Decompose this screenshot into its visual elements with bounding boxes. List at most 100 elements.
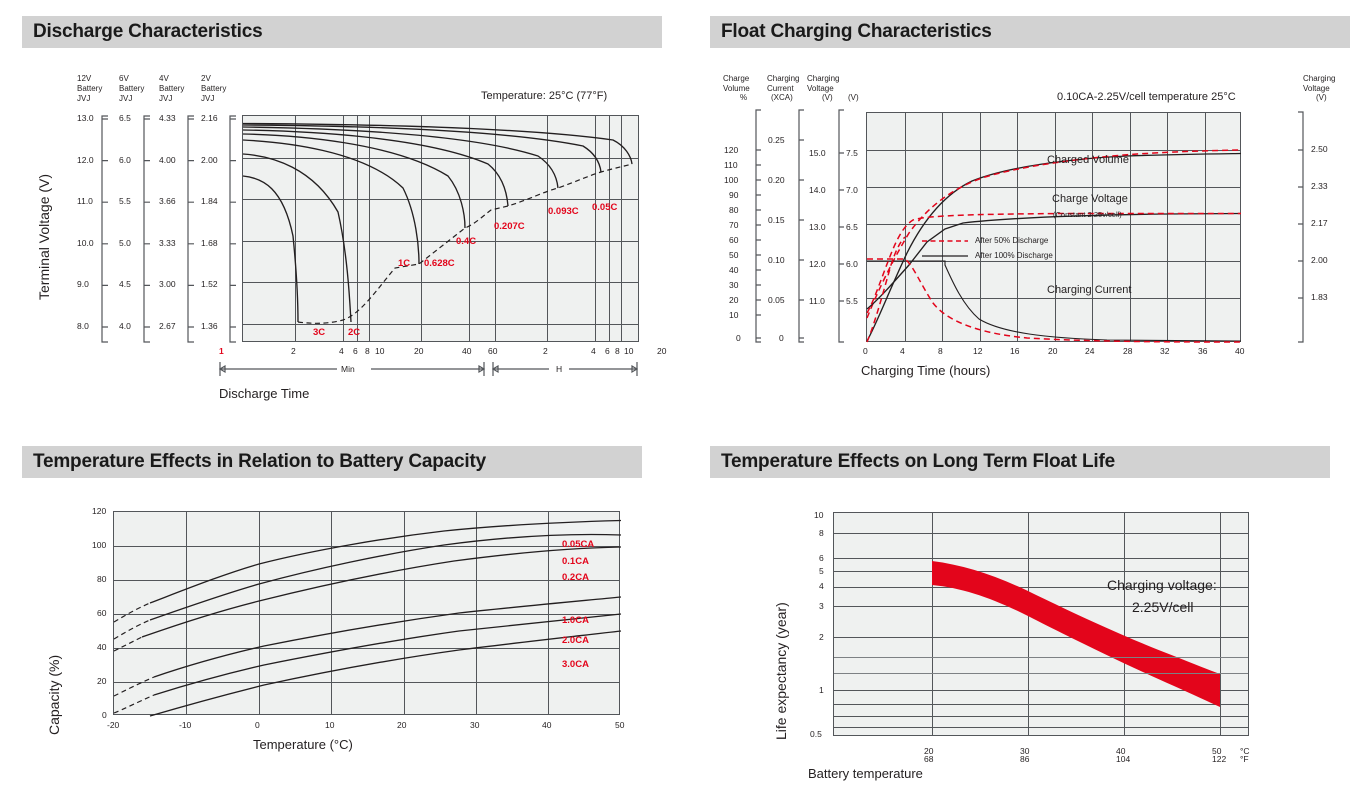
tick-cv-90: 90 [729,190,739,200]
xtick-dis-13: 10 [624,346,634,356]
series-label-01ca: 0.1CA [562,556,589,567]
tick-v2-75: 7.5 [846,148,858,158]
gridline-v [548,512,550,714]
tick-6v-5: 4.0 [119,321,131,331]
series-label-1c: 1C [398,258,411,269]
tick-cvolt-120: 12.0 [809,259,826,269]
scale-unit-right-v: (V) [1316,93,1327,102]
series-label-10ca: 1.0CA [562,615,589,626]
plot-area-discharge [242,115,639,342]
xtick-dis-5: 10 [375,346,385,356]
xtick-dis-11: 6 [605,346,610,356]
section-title-discharge: Discharge Characteristics [33,21,263,42]
ytick-cap-40: 40 [97,642,107,652]
gridline-h [114,648,619,649]
series-label-0207c: 0.207C [494,221,525,232]
xtick-flt-9: 36 [1198,346,1208,356]
axis-title-temperature: Temperature (°C) [253,737,353,752]
series-label-3c: 3C [313,327,326,338]
series-label-0628c: 0.628C [424,258,455,269]
section-header-float-life: Temperature Effects on Long Term Float L… [710,446,1330,478]
tick-cv-10: 10 [729,310,739,320]
xtick-dis-7: 40 [462,346,472,356]
ytick-life-5: 5 [819,566,824,576]
section-header-temp-capacity: Temperature Effects in Relation to Batte… [22,446,642,478]
tick-4v-1: 4.00 [159,154,176,165]
gridline-v [1028,513,1029,735]
ytick-cap-80: 80 [97,574,107,584]
scale-unit-xca: (XCA) [771,93,793,102]
xtick-dis-6: 20 [414,346,424,356]
gridline-h [114,682,619,683]
xtick-dis-9: 2 [543,346,548,356]
xtick-dis-2: 4 [339,346,344,356]
ytick-cap-100: 100 [92,540,107,550]
tick-12v-0: 13.0 [77,113,94,123]
time-range-bars [218,362,639,376]
axis-title-capacity: Capacity (%) [46,654,62,735]
scale-bracket-charging-voltage [838,109,844,343]
xtick-dis-4: 8 [365,346,370,356]
gridline-h [867,150,1240,151]
xtick-dis-12: 8 [615,346,620,356]
scale-bracket-charging-current [798,109,804,343]
legend-label-100-discharge: After 100% Discharge [975,251,1053,260]
gridline-v [331,512,333,714]
tick-right-217: 2.17 [1311,218,1328,228]
tick-cv-120: 120 [724,145,739,155]
scale-bracket-4v [187,115,194,343]
series-label-2c: 2C [348,327,361,338]
tick-4v-0: 4.33 [159,113,176,123]
xtick-flt-1: 4 [900,346,905,356]
axis-title-life-expectancy: Life expectancy (year) [773,602,789,740]
xtick-life-f-104: 104 [1116,754,1131,764]
tick-cv-70: 70 [729,220,739,230]
gridline-v [469,116,470,341]
gridline-v [595,116,596,341]
xtick-dis-10: 4 [591,346,596,356]
section-header-float-charging: Float Charging Characteristics [710,16,1350,48]
gridline-h [114,580,619,581]
gridline-h [834,704,1248,705]
annotation-float-conditions: 0.10CA-2.25V/cell temperature 25°C [1057,91,1236,103]
annotation-temperature: Temperature: 25°C (77°F) [481,90,608,102]
gridline-v [476,512,477,714]
tick-cvolt-140: 14.0 [809,185,826,195]
xtick-cap-3: 10 [325,720,335,730]
ytick-life-10: 10 [814,510,824,520]
section-title-float-life: Temperature Effects on Long Term Float L… [721,451,1115,472]
xtick-life-c-30: 30 [1020,746,1030,756]
xunit-fahrenheit: °F [1240,754,1249,764]
tick-cv-0: 0 [736,333,741,343]
xtick-life-c-20: 20 [924,746,934,756]
tick-cv-80: 80 [729,205,739,215]
series-label-30ca: 3.0CA [562,659,589,670]
gridline-h [834,571,1248,572]
xtick-flt-0: 0 [863,346,868,356]
tick-2v-5: 1.36 [201,321,218,331]
xtick-life-c-50: 50 [1212,746,1222,756]
curve-label-charging-current: Charging Current [1047,284,1132,296]
xtick-dis-1: 2 [291,346,296,356]
gridline-v [1017,113,1018,341]
scale-bracket-12v [101,115,108,343]
tick-2v-0: 2.16 [201,113,218,123]
gridline-v [932,513,933,735]
range-label-h: H [556,364,563,374]
tick-cc-025: 0.25 [768,135,785,145]
series-label-20ca: 2.0CA [562,635,589,646]
gridline-v [357,116,358,341]
float-curves [866,149,1242,343]
tick-cv-50: 50 [729,250,739,260]
chart-discharge-characteristics: Terminal Voltage (V) 12V Battery JVJ 13.… [0,0,680,430]
scale-unit-percent: % [740,93,748,102]
gridline-v [1124,513,1125,735]
ytick-cap-120: 120 [92,506,107,516]
tick-cv-40: 40 [729,265,739,275]
chart-float-life: Life expectancy (year) 10 8 6 5 4 3 2 1 … [680,430,1365,795]
tick-cc-020: 0.20 [768,175,785,185]
tick-v2-60: 6.0 [846,259,858,269]
plot-area-float-life [833,512,1249,736]
tick-cc-015: 0.15 [768,215,785,225]
tick-cv-60: 60 [729,235,739,245]
